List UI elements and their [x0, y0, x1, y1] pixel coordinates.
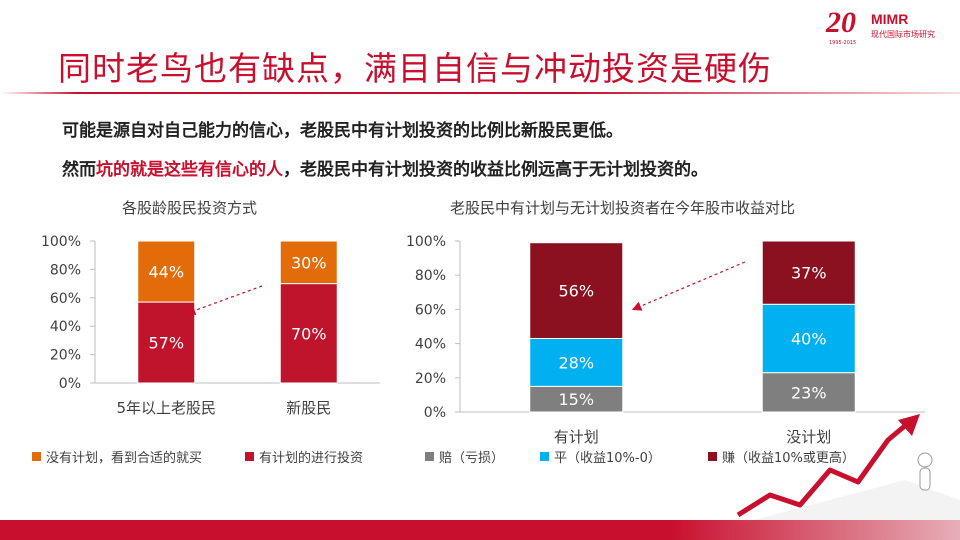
bar-segment [137, 240, 196, 303]
y-tick-label: 100% [41, 234, 81, 250]
data-label: 57% [148, 334, 184, 353]
x-category-label: 没计划 [786, 428, 831, 446]
legend-label: 赔（亏损） [439, 451, 504, 466]
x-category-label: 新股民 [286, 399, 331, 417]
logo-subtitle: 现代国际市场研究 [871, 30, 935, 39]
bar-segment [761, 372, 856, 413]
lead-text-2: 然而坑的就是这些有信心的人，老股民中有计划投资的收益比例远高于无计划投资的。 [62, 155, 708, 180]
legend-label: 平（收益10%-0） [554, 451, 661, 466]
title-underline [0, 92, 960, 94]
data-label: 15% [558, 390, 594, 409]
data-label: 30% [291, 253, 327, 272]
chart2: 0% 20% 40% 60% 80% 100% 15% 28% 56% 有计划 23% 40% 37% 没… [406, 234, 925, 446]
y-tick-label: 100% [406, 234, 446, 250]
legend-swatch [540, 452, 549, 461]
y-tick-label: 60% [415, 302, 446, 318]
legend-label: 赚（收益10%或更高） [722, 450, 855, 466]
data-label: 44% [148, 263, 184, 282]
logo-years: 1995-2015 [829, 40, 857, 46]
y-tick-label: 0% [424, 405, 446, 421]
y-tick-label: 80% [50, 262, 81, 278]
legend: 没有计划，看到合适的就买 有计划的进行投资 赔（亏损） 平（收益10%-0） 赚（收益1… [32, 450, 855, 466]
y-tick-label: 60% [50, 291, 81, 307]
legend-swatch [32, 452, 41, 461]
lead-text-2-post: ，老股民中有计划投资的收益比例远高于无计划投资的。 [283, 160, 708, 180]
bar-segment [761, 240, 856, 305]
data-label: 23% [791, 383, 827, 402]
lead-text-2-pre: 然而 [62, 160, 96, 180]
y-tick-label: 20% [50, 348, 81, 364]
bar-segment [529, 385, 624, 413]
legend-swatch [708, 452, 717, 461]
lead-text-1: 可能是源自对自己能力的信心，老股民中有计划投资的比例比新股民更低。 [62, 121, 623, 141]
footer-bar [0, 520, 960, 540]
data-label: 37% [791, 264, 827, 283]
x-category-label: 5年以上老股民 [116, 399, 216, 417]
lead-text-2-highlight: 坑的就是这些有信心的人 [96, 160, 283, 180]
legend-swatch [425, 452, 434, 461]
bar-segment [279, 240, 338, 285]
data-label: 70% [291, 324, 327, 343]
y-tick-label: 20% [415, 371, 446, 387]
y-tick-label: 40% [50, 319, 81, 335]
x-category-label: 有计划 [554, 428, 599, 446]
chart1: 0% 20% 40% 60% 80% 100% 57% 44% 5年以上老股民 70% 30% 新股民 [41, 234, 380, 417]
logo-anniversary-number: 20 [826, 6, 856, 39]
data-label: 28% [558, 353, 594, 372]
data-label: 40% [791, 329, 827, 348]
y-tick-label: 40% [415, 337, 446, 353]
callout-arrow-1 [185, 285, 263, 316]
brand-logo: 20 MIMR 现代国际市场研究 1995-2015 [826, 6, 946, 46]
slide-title: 同时老鸟也有缺点，满目自信与冲动投资是硬伤 [58, 49, 772, 88]
y-tick-label: 80% [415, 268, 446, 284]
y-tick-label: 0% [59, 376, 81, 392]
chart2-title: 老股民中有计划与无计划投资者在今年股市收益对比 [450, 199, 796, 217]
legend-label: 没有计划，看到合适的就买 [46, 450, 202, 466]
bar-segment [279, 283, 338, 384]
data-label: 56% [558, 282, 594, 301]
bar-segment [761, 303, 856, 374]
bar-segment [529, 242, 624, 339]
legend-swatch [245, 452, 254, 461]
chart1-title: 各股龄股民投资方式 [122, 199, 258, 217]
logo-brand: MIMR [871, 11, 909, 27]
callout-arrow-2 [631, 261, 746, 311]
legend-label: 有计划的进行投资 [259, 450, 363, 466]
